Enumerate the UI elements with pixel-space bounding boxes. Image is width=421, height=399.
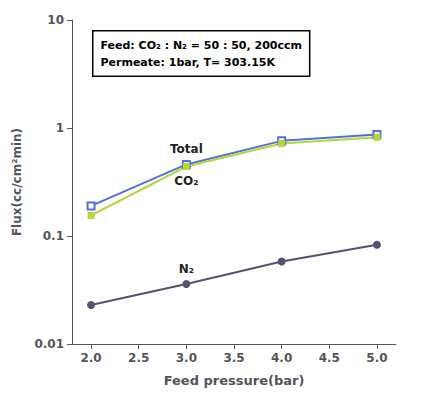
svg-text:Flux(cc/cm²min): Flux(cc/cm²min)	[10, 128, 24, 236]
svg-text:CO₂: CO₂	[174, 174, 198, 188]
svg-text:5.0: 5.0	[366, 351, 387, 365]
svg-text:3.5: 3.5	[223, 351, 244, 365]
svg-text:4.5: 4.5	[319, 351, 340, 365]
svg-text:4.0: 4.0	[271, 351, 292, 365]
svg-text:0.1: 0.1	[43, 229, 64, 243]
svg-text:2.0: 2.0	[80, 351, 101, 365]
svg-text:3.0: 3.0	[176, 351, 197, 365]
svg-text:10: 10	[47, 13, 64, 27]
svg-text:Permeate: 1bar, T= 303.15K: Permeate: 1bar, T= 303.15K	[101, 56, 276, 69]
svg-text:2.5: 2.5	[128, 351, 149, 365]
svg-text:Feed pressure(bar): Feed pressure(bar)	[164, 373, 305, 388]
svg-text:1: 1	[56, 121, 64, 135]
svg-text:0.01: 0.01	[34, 337, 64, 351]
svg-text:Feed: CO₂ : N₂ = 50 : 50, 200c: Feed: CO₂ : N₂ = 50 : 50, 200ccm	[101, 39, 302, 52]
svg-text:N₂: N₂	[179, 262, 194, 276]
svg-text:Total: Total	[170, 142, 203, 156]
